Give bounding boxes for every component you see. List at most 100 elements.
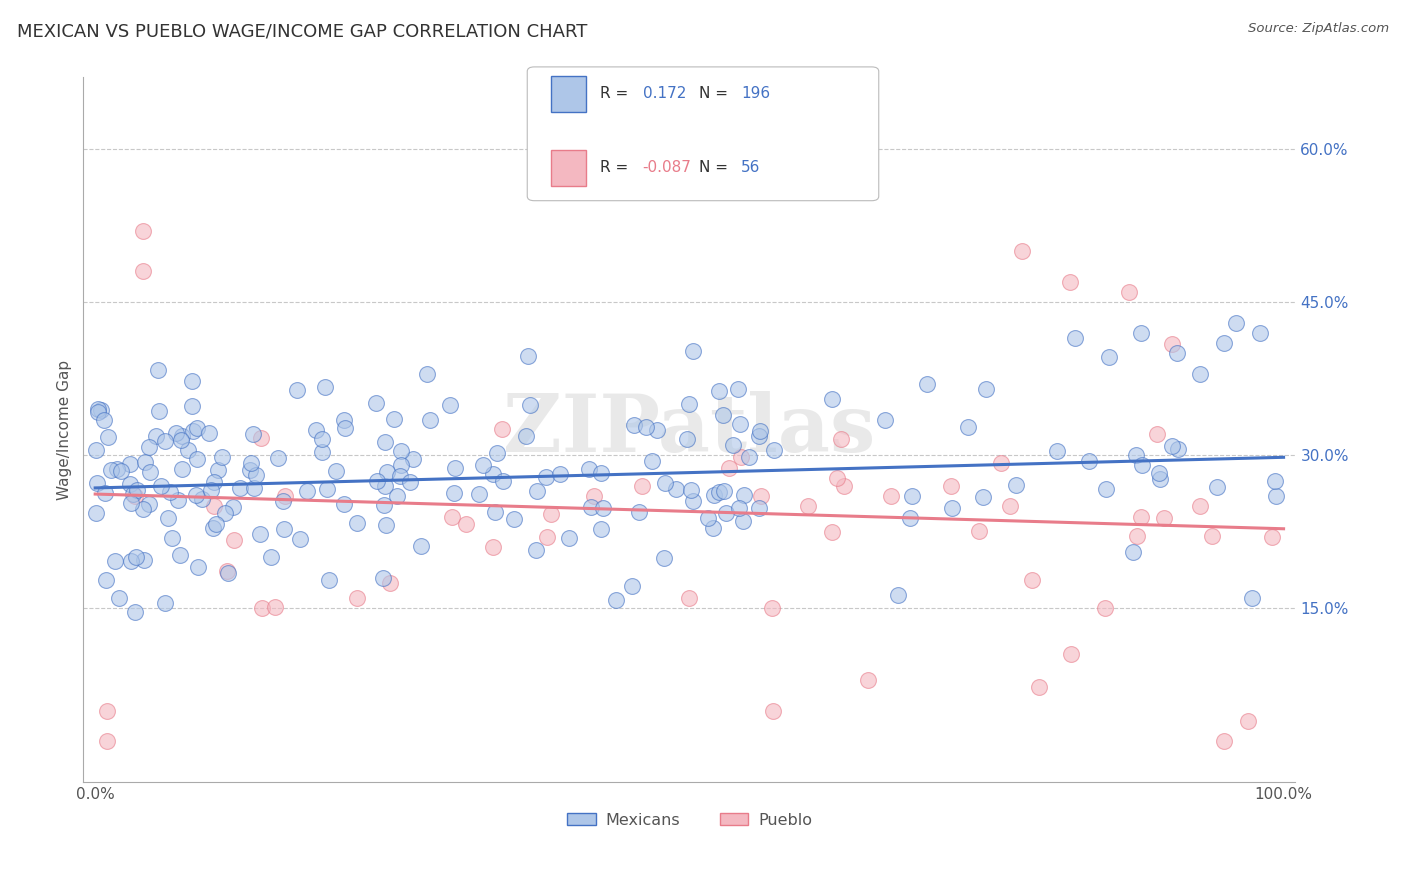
- Text: Source: ZipAtlas.com: Source: ZipAtlas.com: [1249, 22, 1389, 36]
- Point: [1122, 544, 1144, 558]
- Point: [118, 457, 141, 471]
- Point: [682, 344, 704, 359]
- Point: [1059, 275, 1081, 289]
- Point: [97, 430, 120, 444]
- Point: [181, 374, 204, 388]
- Point: [592, 501, 614, 516]
- Point: [589, 522, 612, 536]
- Point: [1149, 472, 1171, 486]
- Text: N =: N =: [699, 87, 733, 101]
- Y-axis label: Wage/Income Gap: Wage/Income Gap: [58, 359, 72, 500]
- Point: [184, 488, 207, 502]
- Point: [118, 477, 141, 491]
- Point: [100, 463, 122, 477]
- Point: [1098, 351, 1121, 365]
- Point: [416, 368, 439, 382]
- Point: [1264, 474, 1286, 488]
- Point: [311, 432, 333, 446]
- Point: [605, 593, 627, 607]
- Point: [94, 486, 117, 500]
- Point: [728, 417, 751, 431]
- Point: [180, 399, 202, 413]
- Point: [346, 591, 368, 606]
- Point: [721, 437, 744, 451]
- Point: [132, 552, 155, 566]
- Text: 56: 56: [741, 161, 761, 175]
- Point: [675, 432, 697, 446]
- Point: [972, 490, 994, 504]
- Point: [1237, 714, 1260, 728]
- Point: [825, 471, 848, 485]
- Point: [873, 412, 896, 426]
- Text: -0.087: -0.087: [643, 161, 692, 175]
- Point: [201, 521, 224, 535]
- Point: [387, 489, 409, 503]
- Point: [160, 531, 183, 545]
- Point: [402, 452, 425, 467]
- Point: [682, 494, 704, 508]
- Point: [250, 601, 273, 615]
- Point: [627, 504, 650, 518]
- Point: [84, 443, 107, 458]
- Point: [730, 450, 752, 464]
- Point: [1167, 442, 1189, 457]
- Point: [157, 510, 180, 524]
- Point: [211, 450, 233, 465]
- Point: [718, 460, 741, 475]
- Point: [1130, 458, 1153, 473]
- Point: [191, 491, 214, 506]
- Point: [492, 475, 515, 489]
- Point: [678, 591, 700, 606]
- Point: [749, 425, 772, 439]
- Point: [1213, 335, 1236, 350]
- Point: [990, 456, 1012, 470]
- Point: [1060, 648, 1083, 662]
- Point: [240, 456, 263, 470]
- Point: [295, 483, 318, 498]
- Point: [1249, 326, 1271, 340]
- Point: [90, 403, 112, 417]
- Point: [271, 493, 294, 508]
- Point: [260, 549, 283, 564]
- Point: [526, 484, 548, 499]
- Point: [398, 475, 420, 490]
- Point: [898, 511, 921, 525]
- Point: [186, 452, 208, 467]
- Point: [104, 554, 127, 568]
- Point: [1213, 734, 1236, 748]
- Point: [364, 396, 387, 410]
- Point: [94, 573, 117, 587]
- Point: [375, 465, 398, 479]
- Point: [311, 445, 333, 459]
- Point: [371, 571, 394, 585]
- Point: [678, 397, 700, 411]
- Point: [583, 489, 606, 503]
- Point: [1028, 681, 1050, 695]
- Point: [540, 507, 562, 521]
- Point: [1000, 500, 1022, 514]
- Point: [316, 482, 339, 496]
- Point: [733, 514, 755, 528]
- Point: [581, 500, 603, 515]
- Point: [373, 498, 395, 512]
- Text: ZIPatlas: ZIPatlas: [503, 391, 876, 468]
- Point: [1118, 285, 1140, 299]
- Point: [127, 483, 149, 497]
- Text: R =: R =: [600, 161, 634, 175]
- Point: [830, 432, 852, 446]
- Point: [96, 704, 118, 718]
- Point: [482, 541, 505, 555]
- Point: [482, 467, 505, 482]
- Point: [880, 489, 903, 503]
- Point: [239, 463, 262, 477]
- Point: [170, 434, 193, 448]
- Point: [443, 486, 465, 500]
- Point: [1264, 489, 1286, 503]
- Point: [159, 485, 181, 500]
- Point: [198, 426, 221, 441]
- Point: [105, 462, 128, 476]
- Point: [1161, 439, 1184, 453]
- Point: [1021, 573, 1043, 587]
- Point: [139, 465, 162, 479]
- Point: [702, 521, 724, 535]
